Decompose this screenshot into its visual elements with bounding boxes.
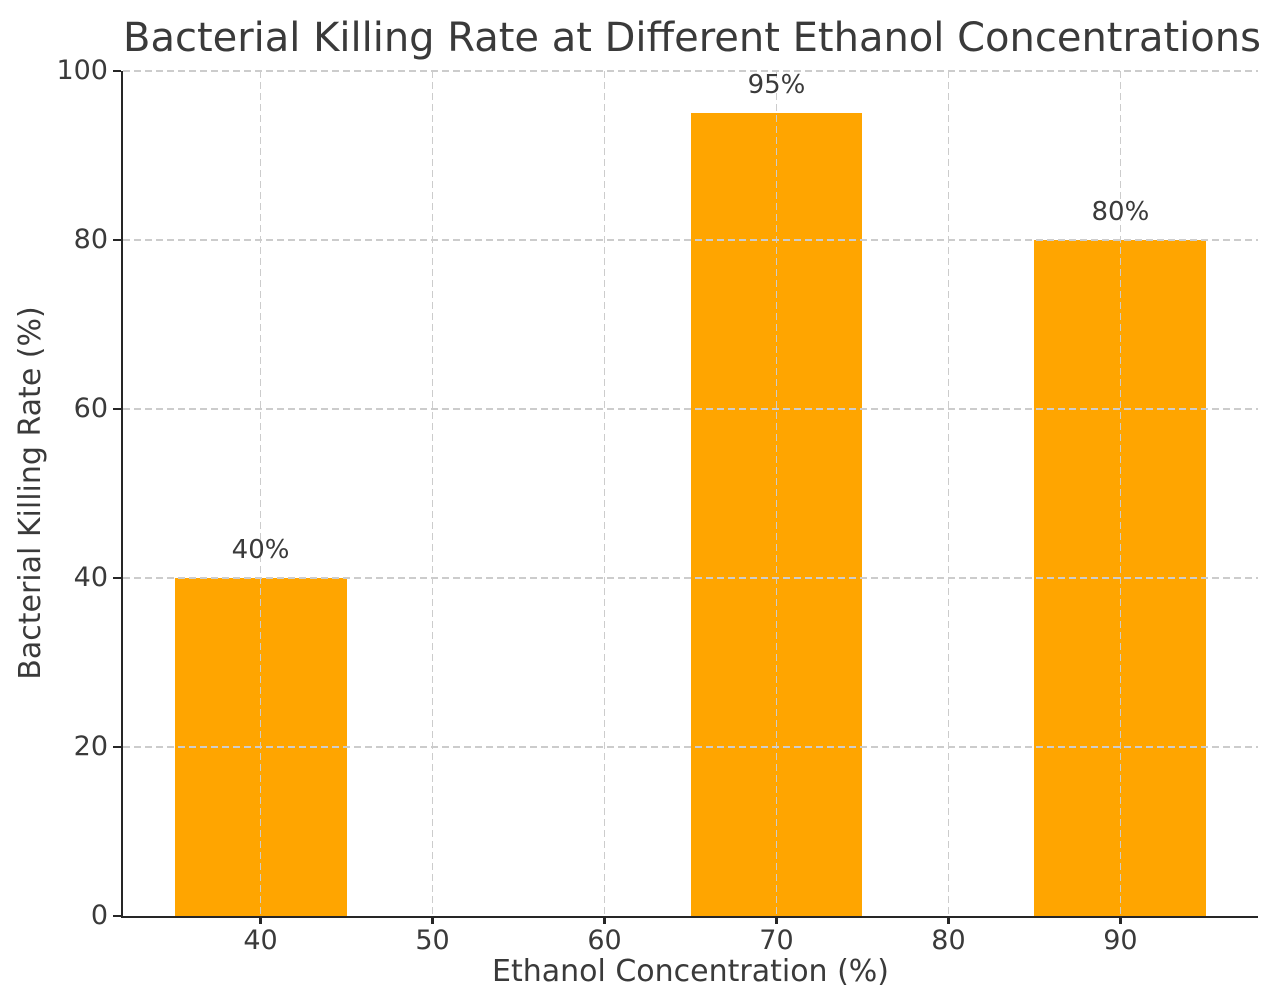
x-tick-mark [603,916,606,924]
x-tick-label: 60 [587,925,622,956]
bar-value-label: 80% [1091,197,1150,227]
chart-title: Bacterial Killing Rate at Different Etha… [123,15,1261,61]
x-tick-label: 50 [415,925,450,956]
y-tick-label: 100 [56,55,108,86]
y-tick-mark [113,576,121,580]
grid-line-vertical [603,71,606,916]
x-tick-label: 70 [759,925,794,956]
x-tick-label: 90 [1103,925,1138,956]
y-tick-label: 0 [90,900,108,931]
x-tick-label: 80 [931,925,966,956]
y-tick-label: 20 [73,731,108,762]
grid-line-horizontal [123,70,1258,72]
y-tick-mark [113,914,121,918]
y-axis-label: Bacterial Killing Rate (%) [13,306,48,680]
y-tick-mark [113,238,121,242]
y-tick-mark [113,407,121,411]
y-axis-spine [120,71,123,919]
y-tick-label: 60 [73,393,108,424]
grid-line-horizontal [123,239,1258,241]
bar-value-label: 95% [747,70,806,101]
grid-line-vertical [1119,71,1122,916]
x-tick-mark [775,916,778,924]
bar-value-label: 40% [231,535,290,565]
y-tick-label: 80 [73,224,108,255]
x-tick-mark [259,916,262,924]
y-tick-label: 40 [73,562,108,593]
grid-line-vertical [259,71,262,916]
grid-line-vertical [431,71,434,916]
x-axis-label: Ethanol Concentration (%) [491,954,890,989]
x-tick-mark [431,916,434,924]
grid-line-horizontal [123,577,1258,579]
grid-line-vertical [775,71,778,916]
x-tick-mark [1119,916,1122,924]
grid-line-vertical [947,71,950,916]
grid-line-horizontal [123,746,1258,748]
y-tick-mark [113,745,121,749]
grid-line-horizontal [123,408,1258,410]
x-tick-label: 40 [243,925,278,956]
x-axis-spine [120,916,1258,919]
plot-area: 40% 95% 80% 40 50 60 70 80 90 0 20 40 60 80 100 [56,55,1258,956]
x-tick-mark [947,916,950,924]
y-tick-mark [113,69,121,73]
